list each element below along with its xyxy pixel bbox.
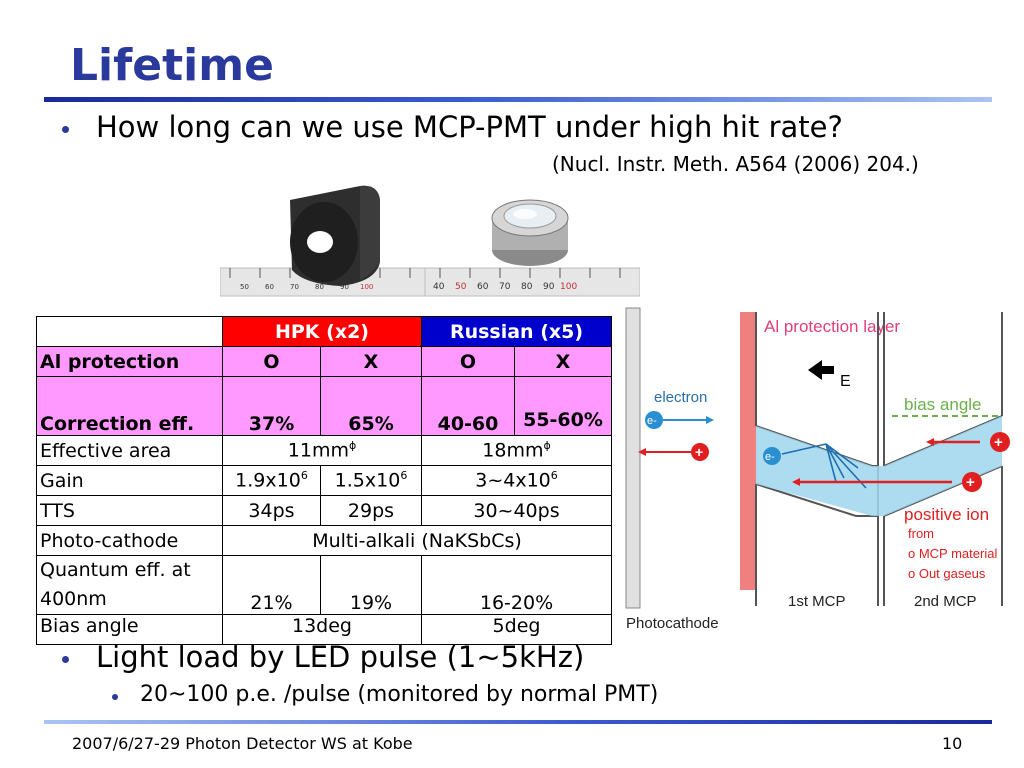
reference-citation: (Nucl. Instr. Meth. A564 (2006) 204.) — [552, 152, 919, 176]
first-mcp-label: 1st MCP — [788, 593, 846, 610]
ruler-tick-label: 40 — [433, 282, 445, 292]
table-row: Gain 1.9x106 1.5x106 3~4x106 — [36, 465, 612, 496]
ruler-tick-label: 90 — [543, 282, 555, 292]
header-russian: Russian (x5) — [421, 316, 612, 347]
e-field-arrow — [808, 360, 834, 380]
ruler-tick-label: 50 — [240, 283, 249, 291]
ion-plus-sign: + — [695, 444, 703, 460]
ruler-tick-label: 80 — [315, 283, 324, 291]
ion-from-label: from — [908, 526, 934, 541]
footer-line — [44, 720, 992, 724]
russian-mcp-pmt-photo: 40 50 60 70 80 90 100 — [425, 180, 640, 298]
channel-electron — [763, 447, 781, 465]
slide-title: Lifetime — [70, 40, 274, 91]
positive-ion-label: positive ion — [904, 505, 989, 524]
electron-symbol-text: e- — [647, 415, 657, 427]
bias-angle-label: bias angle — [904, 395, 982, 414]
row-label-tts: TTS — [36, 495, 223, 526]
table-header-blank — [36, 316, 223, 347]
ruler-tick-label: 60 — [265, 283, 274, 291]
row-label-quantum: Quantum eff. at 400nm — [36, 555, 223, 615]
electron-arrowhead — [706, 416, 714, 424]
row-label-photocathode: Photo-cathode — [36, 525, 223, 556]
table-row: Photo-cathode Multi-alkali (NaKSbCs) — [36, 525, 612, 556]
table-row: Bias angle 13deg 5deg — [36, 614, 612, 645]
ion-from-mcp-label: o MCP material — [908, 546, 997, 561]
photocathode-plate — [625, 307, 641, 609]
e-field-label: E — [840, 373, 851, 390]
cell-photocathode-value: Multi-alkali (NaKSbCs) — [222, 525, 612, 556]
row-label-effective-area: Effective area — [36, 435, 223, 466]
svg-text:+: + — [966, 474, 975, 491]
pmt-comparison-table: HPK (x2) Russian (x5) Al protection O X … — [36, 316, 612, 645]
ruler-tick-label: 100 — [360, 283, 373, 291]
footer-text: 2007/6/27-29 Photon Detector WS at Kobe — [72, 734, 413, 753]
ion-from-gas-label: o Out gaseus — [908, 566, 986, 581]
table-row: Quantum eff. at 400nm 21% 19% 16-20% — [36, 555, 612, 615]
cell-hpk1: 34ps — [222, 495, 321, 526]
hpk-mcp-pmt-photo: 50 60 70 80 90 100 — [220, 180, 425, 298]
ruler-tick-label: 70 — [290, 283, 299, 291]
header-hpk: HPK (x2) — [222, 316, 422, 347]
photocathode-label: Photocathode — [626, 615, 719, 632]
cell-rus1: O — [421, 346, 515, 377]
cell-hpk2: 29ps — [320, 495, 422, 526]
cell-hpk: 13deg — [222, 614, 422, 645]
sub-bullet-pe-per-pulse: 20~100 p.e. /pulse (monitored by normal … — [140, 682, 659, 707]
row-label-al-protection: Al protection — [36, 346, 223, 377]
ion-symbol — [691, 443, 709, 461]
mcp-diagram: Photocathode Al protection layer E elect… — [625, 307, 1010, 632]
cell-hpk2: 1.5x106 — [320, 465, 422, 496]
cell-rus1: 40-60 — [421, 376, 515, 436]
ruler-tick-label: 50 — [455, 282, 467, 292]
row-label-bias: Bias angle — [36, 614, 223, 645]
cell-hpk2: X — [320, 346, 422, 377]
cell-rus: 5deg — [421, 614, 612, 645]
bullet-question: How long can we use MCP-PMT under high h… — [96, 110, 843, 144]
cell-rus: 30~40ps — [421, 495, 612, 526]
ruler-tick-label: 60 — [477, 282, 489, 292]
sub-bullet-dot — [112, 694, 118, 700]
al-layer — [740, 312, 756, 590]
ruler-tick-label: 90 — [340, 283, 349, 291]
ruler-tick-label: 80 — [521, 282, 533, 292]
cell-hpk1: 1.9x106 — [222, 465, 321, 496]
channel-electron-text: e- — [765, 451, 775, 463]
cell-rus2: 55-60% — [514, 376, 612, 436]
cell-hpk: 11mmϕ — [222, 435, 422, 466]
cell-rus: 18mmϕ — [421, 435, 612, 466]
table-row: TTS 34ps 29ps 30~40ps — [36, 495, 612, 526]
ion-arrowhead — [638, 448, 646, 456]
cell-rus2: X — [514, 346, 612, 377]
cell-hpk2: 19% — [320, 555, 422, 615]
electron-label: electron — [654, 389, 707, 406]
table-header-row: HPK (x2) Russian (x5) — [36, 316, 612, 347]
cell-rus: 3~4x106 — [421, 465, 612, 496]
cell-hpk2: 65% — [320, 376, 422, 436]
svg-text:+: + — [994, 434, 1003, 451]
bullet-dot — [62, 656, 69, 663]
row-label-gain: Gain — [36, 465, 223, 496]
bullet-dot — [62, 126, 69, 133]
cell-hpk1: O — [222, 346, 321, 377]
electron-symbol — [645, 411, 663, 429]
table-row: Effective area 11mmϕ 18mmϕ — [36, 435, 612, 466]
row-label-correction: Correction eff. — [36, 376, 223, 436]
page-number: 10 — [942, 734, 963, 753]
al-layer-label: Al protection layer — [764, 317, 900, 336]
cell-hpk1: 21% — [222, 555, 321, 615]
second-mcp-label: 2nd MCP — [914, 593, 977, 610]
ruler-tick-label: 70 — [499, 282, 511, 292]
bullet-led-load: Light load by LED pulse (1~5kHz) — [96, 640, 585, 674]
table-row: Correction eff. 37% 65% 40-60 55-60% — [36, 376, 612, 436]
cell-hpk1: 37% — [222, 376, 321, 436]
title-underline — [44, 97, 992, 102]
ruler-tick-label: 100 — [560, 282, 577, 292]
mcp-channel — [756, 416, 1002, 516]
cell-rus: 16-20% — [421, 555, 612, 615]
table-row: Al protection O X O X — [36, 346, 612, 377]
